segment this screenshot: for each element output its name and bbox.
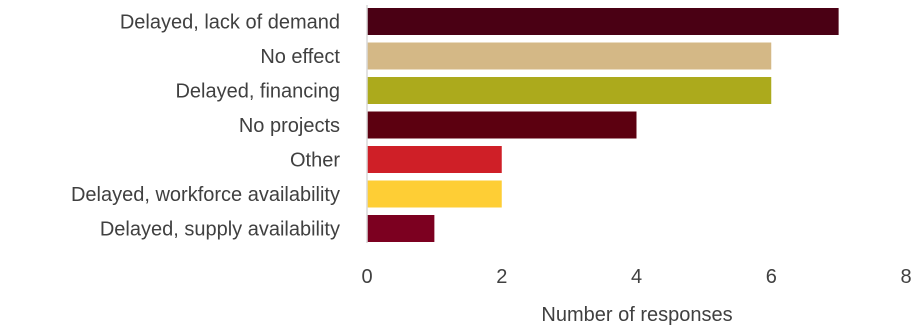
bar-0 [367,8,839,35]
bar-3 [367,111,637,139]
x-tick-label: 6 [766,266,777,288]
x-tick-label: 4 [631,266,642,288]
category-label: Delayed, lack of demand [120,12,340,34]
bar-4 [367,146,502,173]
category-label: Other [290,150,340,172]
bar-6 [367,215,435,242]
x-tick-label: 2 [496,266,507,288]
category-label: Delayed, financing [175,81,340,103]
bars-group [367,8,839,242]
bar-5 [367,180,502,208]
bar-2 [367,77,772,104]
bar-1 [367,42,772,70]
category-label: No effect [260,46,340,68]
category-label: Delayed, supply availability [100,219,340,241]
x-tick-label: 8 [900,266,911,288]
category-label: No projects [239,115,340,137]
x-tick-labels: 0 2 4 6 8 [361,266,911,288]
category-label: Delayed, workforce availability [71,184,340,206]
x-tick-label: 0 [361,266,372,288]
category-labels: Delayed, lack of demand No effect Delayed,… [71,12,340,241]
x-axis-title: Number of responses [541,304,732,326]
